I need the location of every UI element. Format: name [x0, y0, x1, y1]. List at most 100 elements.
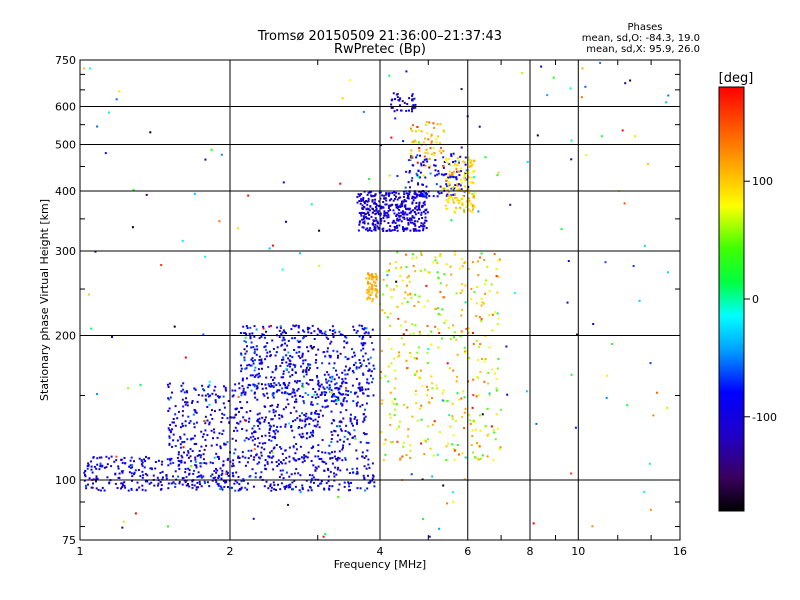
scatter-point [439, 185, 442, 188]
scatter-point [256, 348, 259, 351]
scatter-point [418, 190, 421, 193]
scatter-point [273, 382, 276, 385]
scatter-point [330, 422, 333, 425]
scatter-point [456, 157, 459, 160]
scatter-point [361, 211, 364, 214]
scatter-point [304, 392, 307, 395]
scatter-point [279, 326, 282, 329]
scatter-point [91, 486, 94, 489]
scatter-point [355, 366, 358, 369]
scatter-point [187, 415, 190, 418]
scatter-point [408, 97, 411, 100]
scatter-point [649, 362, 652, 365]
scatter-point [191, 450, 194, 453]
scatter-point [446, 189, 449, 192]
scatter-point [83, 471, 86, 474]
scatter-point [176, 439, 179, 442]
scatter-point [414, 324, 417, 327]
scatter-point [338, 391, 340, 394]
scatter-point [440, 173, 443, 176]
scatter-point [234, 407, 237, 410]
scatter-point [476, 285, 479, 288]
scatter-point [472, 394, 475, 397]
scatter-point [420, 211, 423, 214]
scatter-point [233, 452, 236, 455]
scatter-point [295, 468, 298, 471]
scatter-point [187, 483, 189, 485]
scatter-point [281, 331, 284, 334]
scatter-point [207, 385, 210, 388]
scatter-point [154, 467, 157, 470]
scatter-point [371, 273, 374, 276]
scatter-point [299, 340, 302, 343]
scatter-point [295, 400, 298, 403]
scatter-point [320, 457, 323, 460]
scatter-point [425, 440, 427, 443]
scatter-point [181, 425, 184, 427]
scatter-point [223, 385, 225, 388]
scatter-point [358, 223, 361, 226]
scatter-point [418, 217, 420, 220]
scatter-point [458, 170, 461, 173]
scatter-point [464, 156, 467, 159]
scatter-point [475, 456, 478, 459]
scatter-point [445, 263, 448, 266]
scatter-point [252, 435, 255, 438]
scatter-point [473, 421, 476, 424]
scatter-point [301, 484, 304, 487]
scatter-point [347, 489, 350, 492]
scatter-point [114, 473, 117, 476]
scatter-point [423, 203, 426, 206]
scatter-point [408, 219, 411, 222]
scatter-point [411, 415, 414, 418]
scatter-point [235, 439, 237, 442]
scatter-point [278, 329, 281, 332]
scatter-point [168, 398, 171, 401]
scatter-point [413, 229, 415, 232]
scatter-point [327, 373, 330, 376]
scatter-point [422, 160, 425, 163]
scatter-point [132, 188, 135, 191]
scatter-point [367, 212, 370, 215]
scatter-point [411, 257, 414, 260]
scatter-point [291, 429, 294, 432]
scatter-point [310, 203, 313, 206]
scatter-point [470, 176, 473, 179]
scatter-point [337, 388, 340, 391]
scatter-point [488, 346, 491, 349]
scatter-point [357, 229, 360, 232]
scatter-point [363, 476, 366, 479]
scatter-point [403, 193, 406, 196]
scatter-point [454, 160, 457, 163]
scatter-point [292, 363, 295, 366]
scatter-point [330, 400, 333, 403]
scatter-point [367, 458, 370, 461]
scatter-point [167, 386, 170, 388]
scatter-point [391, 221, 394, 224]
scatter-point [375, 203, 378, 205]
scatter-point [226, 417, 229, 420]
scatter-point [418, 204, 421, 207]
scatter-point [456, 170, 459, 173]
scatter-point [450, 153, 453, 156]
scatter-point [361, 226, 364, 229]
scatter-point [570, 158, 573, 161]
scatter-point [464, 284, 467, 287]
scatter-point [407, 222, 410, 224]
scatter-point [282, 329, 285, 332]
scatter-point [499, 258, 501, 261]
scatter-point [241, 451, 244, 454]
scatter-point [330, 340, 333, 343]
scatter-point [193, 469, 195, 472]
scatter-point [304, 418, 307, 421]
scatter-point [377, 211, 379, 214]
scatter-point [387, 222, 390, 224]
scatter-point [446, 193, 449, 196]
x-tick-label: 4 [377, 545, 384, 558]
scatter-point [328, 452, 331, 455]
scatter-point [348, 368, 351, 371]
scatter-point [193, 192, 196, 195]
scatter-point [291, 481, 294, 484]
scatter-point [168, 443, 171, 446]
scatter-point [460, 397, 463, 400]
